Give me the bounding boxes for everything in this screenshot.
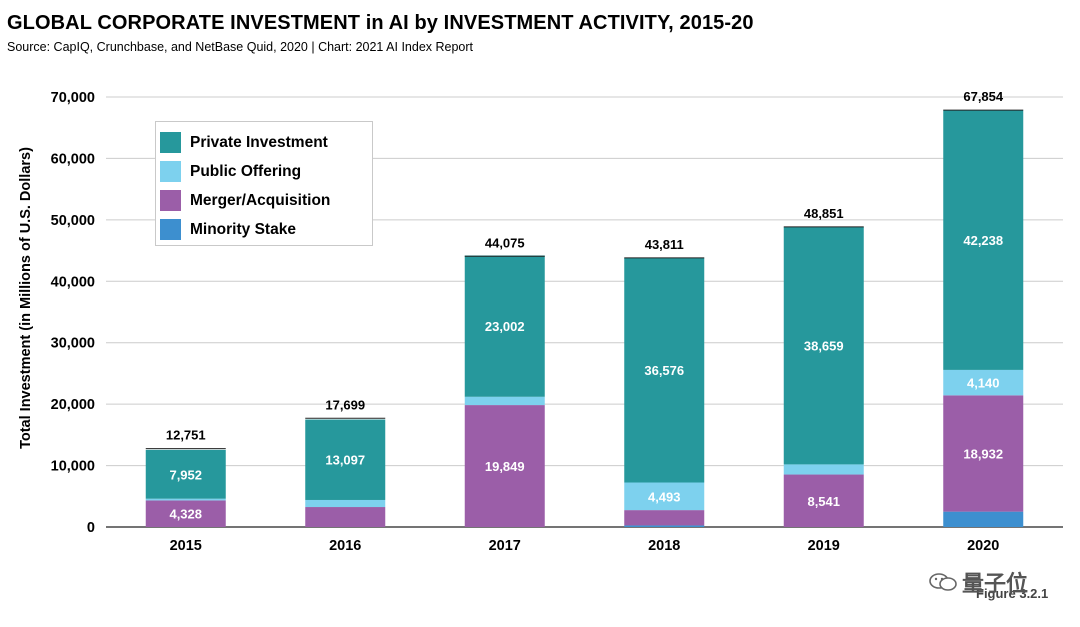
y-tick-label: 20,000 (51, 397, 95, 413)
value-label: 7,952 (169, 467, 202, 482)
y-tick-label: 30,000 (51, 336, 95, 352)
bar-segment-public-offering-2017 (464, 396, 545, 406)
bar-segment-merger-acquisition-2016 (305, 507, 386, 527)
figure-label: Figure 3.2.1 (976, 586, 1049, 601)
watermark-text: 量子位 (962, 572, 1029, 597)
legend-swatch-private-investment (160, 132, 181, 153)
legend-label: Private Investment (190, 133, 328, 151)
bar-segment-private-investment-2017 (464, 255, 545, 397)
y-tick-label: 70,000 (51, 90, 95, 106)
total-label: 17,699 (325, 397, 365, 412)
y-tick-label: 50,000 (51, 213, 95, 229)
x-tick-label: 2018 (648, 538, 680, 554)
total-label: 12,751 (166, 428, 206, 443)
wechat-icon (929, 573, 957, 591)
value-label: 4,493 (648, 489, 681, 504)
bar-segment-public-offering-2019 (783, 464, 864, 475)
x-tick-label: 2015 (170, 538, 202, 554)
x-tick-label: 2016 (329, 538, 361, 554)
total-label: 48,851 (804, 206, 844, 221)
value-label: 8,541 (807, 494, 840, 509)
x-tick-label: 2019 (808, 538, 840, 554)
legend-swatch-public-offering (160, 161, 181, 182)
bar-segment-merger-acquisition-2015 (145, 500, 226, 527)
bar-segments (145, 109, 1024, 527)
total-label: 43,811 (645, 237, 684, 252)
data-labels: 4,328 7,952 12,751 13,097 17,699 19,849 23,002… (166, 89, 1004, 522)
legend-label: Minority Stake (190, 220, 296, 238)
y-axis-ticks: 0 10,000 20,000 30,000 40,000 50,000 60,000 70,… (51, 90, 95, 536)
bar-segment-merger-acquisition-2020 (943, 395, 1024, 512)
watermark: 量子位 (928, 566, 1028, 598)
bar-segment-private-investment-2016 (305, 419, 386, 500)
bar-segment-minority-stake-2018 (624, 525, 705, 527)
total-label: 67,854 (963, 89, 1004, 104)
bar-segment-public-offering-2018 (624, 482, 705, 511)
bar-segment-private-investment-2015 (145, 449, 226, 499)
value-label: 38,659 (804, 339, 844, 354)
legend-item-private-investment: Private Investment (156, 128, 372, 157)
x-tick-label: 2017 (489, 538, 521, 554)
legend-item-minority-stake: Minority Stake (156, 215, 372, 244)
legend-label: Merger/Acquisition (190, 191, 331, 209)
x-tick-label: 2020 (967, 538, 999, 554)
x-axis-ticks: 2015 2016 2017 2018 2019 2020 (170, 538, 1000, 554)
bar-segment-merger-acquisition-2019 (783, 474, 864, 527)
value-label: 18,932 (963, 446, 1003, 461)
bar-segment-private-investment-2019 (783, 226, 864, 465)
bar-segment-private-investment-2020 (943, 110, 1024, 370)
bar-segment-merger-acquisition-2018 (624, 510, 705, 526)
total-label: 44,075 (485, 235, 525, 250)
legend-swatch-merger-acquisition (160, 190, 181, 211)
chart-source: Source: CapIQ, Crunchbase, and NetBase Q… (7, 40, 474, 54)
value-label: 23,002 (485, 319, 525, 334)
legend-item-merger-acquisition: Merger/Acquisition (156, 186, 372, 215)
legend: Private Investment Public Offering Merge… (155, 121, 373, 246)
y-tick-label: 60,000 (51, 151, 95, 167)
legend-item-public-offering: Public Offering (156, 157, 372, 186)
bar-segment-private-investment-2018 (624, 257, 705, 483)
chart-title: GLOBAL CORPORATE INVESTMENT in AI by INV… (7, 12, 754, 34)
value-label: 4,328 (169, 507, 202, 522)
y-tick-label: 10,000 (51, 459, 95, 475)
value-label: 19,849 (485, 459, 525, 474)
value-label: 13,097 (325, 453, 365, 468)
y-axis-label: Total Investment (in Millions of U.S. Do… (18, 147, 34, 449)
legend-swatch-minority-stake (160, 219, 181, 240)
value-label: 36,576 (644, 363, 684, 378)
y-tick-label: 0 (87, 520, 95, 536)
legend-label: Public Offering (190, 162, 302, 180)
y-tick-label: 40,000 (51, 274, 95, 290)
bar-segment-public-offering-2015 (145, 498, 226, 501)
bar-segment-public-offering-2020 (943, 369, 1024, 396)
value-label: 42,238 (963, 233, 1003, 248)
bar-segment-public-offering-2016 (305, 499, 386, 508)
bar-segment-merger-acquisition-2017 (464, 405, 545, 527)
bar-segment-minority-stake-2020 (943, 511, 1024, 527)
value-label: 4,140 (967, 376, 1000, 391)
